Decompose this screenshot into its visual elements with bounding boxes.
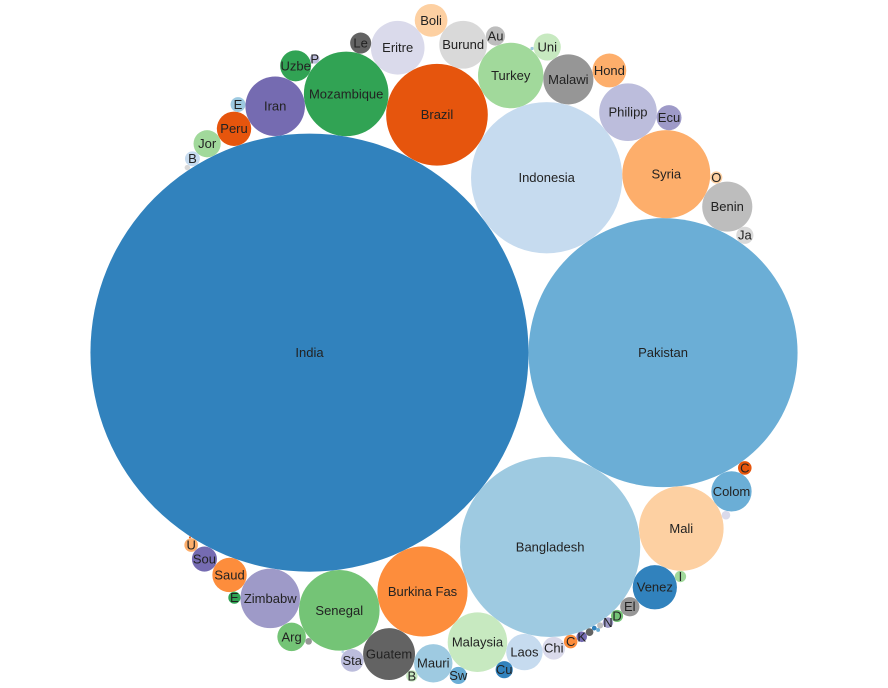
bubble bbox=[485, 26, 506, 46]
bubble bbox=[184, 164, 191, 171]
bubble bbox=[340, 648, 364, 672]
bubble bbox=[602, 617, 614, 628]
bubble bbox=[370, 20, 425, 75]
bubble bbox=[710, 171, 723, 184]
bubble bbox=[447, 612, 508, 672]
bubble bbox=[711, 471, 752, 512]
bubble bbox=[350, 32, 372, 54]
bubble bbox=[596, 628, 601, 632]
bubble bbox=[542, 636, 566, 660]
bubble bbox=[184, 538, 198, 552]
bubble bbox=[620, 597, 640, 617]
bubble bbox=[477, 42, 544, 109]
bubble bbox=[188, 536, 191, 539]
bubble bbox=[305, 638, 312, 645]
bubble bbox=[460, 456, 641, 637]
bubble bbox=[303, 51, 389, 137]
bubble bbox=[471, 102, 623, 254]
bubble bbox=[638, 486, 724, 571]
bubble bbox=[216, 111, 252, 146]
bubble bbox=[228, 591, 241, 604]
bubble bbox=[406, 670, 418, 682]
bubble bbox=[245, 76, 305, 136]
bubble bbox=[193, 130, 221, 158]
bubble bbox=[597, 622, 604, 629]
bubble bbox=[439, 20, 488, 69]
bubble bbox=[585, 628, 594, 636]
bubble bbox=[533, 33, 561, 61]
bubble bbox=[592, 53, 627, 88]
bubble bbox=[737, 461, 752, 475]
bubble bbox=[632, 565, 677, 610]
bubble bbox=[377, 546, 468, 637]
bubble bbox=[576, 631, 588, 643]
bubble bbox=[736, 226, 754, 244]
bubble bbox=[656, 105, 682, 131]
bubble bbox=[674, 570, 687, 583]
bubble bbox=[309, 54, 320, 64]
bubble bbox=[495, 661, 513, 679]
bubble bbox=[702, 181, 753, 232]
bubble bbox=[191, 546, 217, 572]
bubble bbox=[90, 133, 529, 572]
bubble bbox=[721, 510, 731, 520]
bubble bbox=[563, 634, 578, 649]
bubble bbox=[530, 46, 534, 51]
bubble bbox=[240, 568, 300, 629]
bubble bbox=[591, 625, 597, 631]
bubble bbox=[622, 130, 711, 219]
bubble bbox=[230, 97, 246, 112]
bubble bbox=[363, 628, 416, 681]
bubble bbox=[277, 622, 306, 652]
bubble bbox=[341, 650, 345, 654]
bubble bbox=[543, 54, 594, 105]
bubble bbox=[506, 633, 543, 671]
bubble bbox=[184, 151, 200, 167]
bubble bbox=[449, 666, 467, 684]
bubble bbox=[610, 609, 624, 622]
bubble bbox=[212, 557, 247, 593]
bubble bbox=[414, 644, 453, 683]
bubble bbox=[280, 50, 312, 82]
bubble bbox=[386, 63, 488, 166]
bubble bbox=[414, 4, 448, 37]
bubble bbox=[528, 218, 798, 488]
bubble bbox=[298, 570, 380, 651]
bubble bbox=[599, 83, 657, 142]
